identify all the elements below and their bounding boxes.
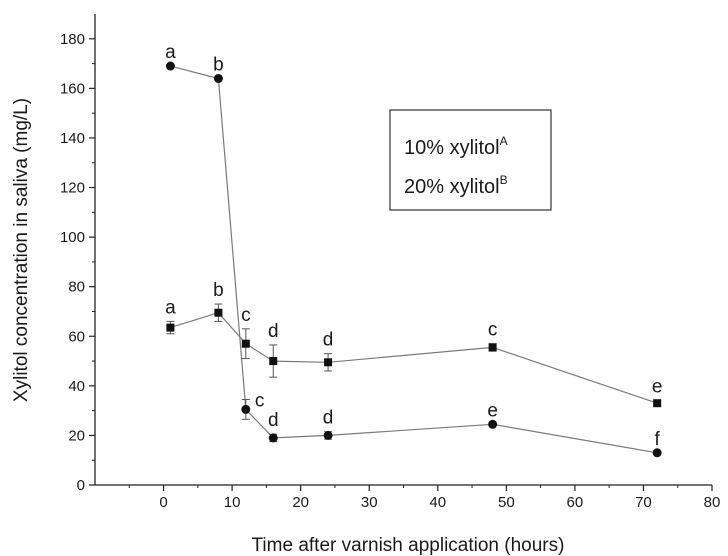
series-1-circle <box>165 61 662 458</box>
y-axis-title: Xylitol concentration in saliva (mg/L) <box>11 98 32 402</box>
y-tick-label-0: 0 <box>77 477 85 494</box>
sig-label-series-1-4: d <box>323 408 334 429</box>
series-0-point-2 <box>241 339 250 348</box>
legend-entry-10-xylitol: 10% xylitolA <box>404 134 508 159</box>
legend-entry-10-text: 10% xylitol <box>404 137 500 159</box>
x-tick-label-30: 30 <box>361 494 378 511</box>
series-0-point-6 <box>653 399 662 408</box>
sig-label-series-0-3: d <box>268 321 279 342</box>
y-tick-label-120: 120 <box>60 180 85 197</box>
y-tick-label-140: 140 <box>60 130 85 147</box>
axes: 0 20 40 60 80 100 120 140 160 180 0 10 20 30 40 50 60 70 8… <box>60 14 720 511</box>
y-tick-label-40: 40 <box>68 378 85 395</box>
series-1-point-1 <box>213 73 223 83</box>
x-axis-title: Time after varnish application (hours) <box>252 535 565 556</box>
series-0-point-3 <box>269 357 278 366</box>
sig-label-series-0-4: d <box>323 330 334 351</box>
x-tick-label-0: 0 <box>159 494 167 511</box>
series-0-point-5 <box>488 343 497 352</box>
x-tick-label-70: 70 <box>635 494 652 511</box>
legend-entry-20-sup: B <box>500 173 508 187</box>
sig-label-series-1-2: c <box>255 390 264 411</box>
series-1-point-6 <box>652 448 662 458</box>
legend: 10% xylitolA 20% xylitolB <box>389 109 552 211</box>
series-1-point-3 <box>268 433 278 443</box>
x-tick-label-40: 40 <box>429 494 446 511</box>
series-layer <box>165 61 662 458</box>
sig-label-series-0-2: c <box>241 305 251 326</box>
series-0-point-0 <box>166 323 175 332</box>
y-tick-label-100: 100 <box>60 229 85 246</box>
legend-entry-20-text: 20% xylitol <box>404 176 500 198</box>
series-0-square <box>166 303 662 408</box>
x-tick-label-10: 10 <box>224 494 241 511</box>
sig-label-series-1-1: b <box>213 54 224 75</box>
sig-label-series-0-1: b <box>213 280 224 301</box>
sig-label-series-1-6: f <box>655 429 661 450</box>
sig-label-series-1-5: e <box>487 400 498 421</box>
sig-label-series-0-6: e <box>652 377 663 398</box>
legend-entry-10-sup: A <box>500 134 508 148</box>
y-tick-label-80: 80 <box>68 279 85 296</box>
series-0-point-4 <box>324 358 333 367</box>
y-tick-label-180: 180 <box>60 31 85 48</box>
legend-entry-20-xylitol: 20% xylitolB <box>404 173 508 198</box>
sig-label-series-0-0: a <box>165 297 176 318</box>
series-0-point-1 <box>214 308 223 317</box>
x-tick-label-60: 60 <box>567 494 584 511</box>
x-tick-label-50: 50 <box>498 494 515 511</box>
legend-box <box>389 109 552 211</box>
sig-label-series-1-3: d <box>268 410 279 431</box>
y-tick-label-160: 160 <box>60 80 85 97</box>
series-1-point-0 <box>165 61 175 71</box>
sig-label-series-1-0: a <box>165 42 176 63</box>
series-1-point-4 <box>323 430 333 440</box>
x-tick-label-20: 20 <box>292 494 309 511</box>
x-tick-label-80: 80 <box>704 494 721 511</box>
y-tick-label-20: 20 <box>68 427 85 444</box>
series-1-point-5 <box>488 419 498 429</box>
y-tick-label-60: 60 <box>68 328 85 345</box>
series-1-point-2 <box>241 404 251 414</box>
sig-label-series-0-5: c <box>488 320 498 341</box>
series-0-line <box>170 312 658 404</box>
